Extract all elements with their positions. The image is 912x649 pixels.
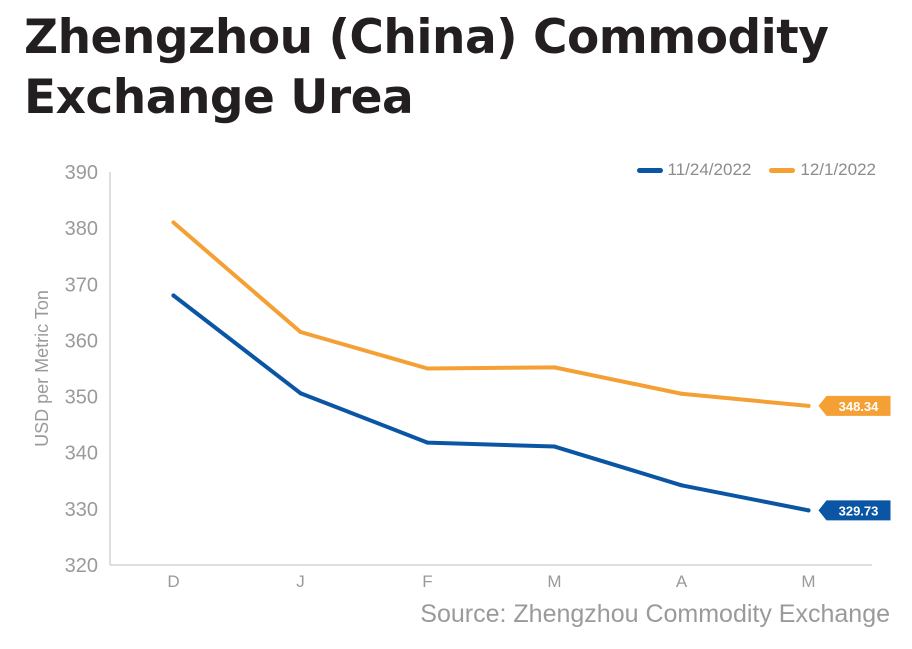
y-tick-label-2: 340 bbox=[65, 443, 98, 465]
series-1-point-0 bbox=[171, 293, 176, 298]
series-2-point-3 bbox=[552, 365, 557, 370]
series-2-end-label: 348.34 bbox=[839, 399, 880, 414]
series-1-end-label: 329.73 bbox=[839, 503, 879, 518]
legend: 11/24/2022 12/1/2022 bbox=[636, 160, 876, 180]
y-tick-label-0: 320 bbox=[65, 555, 98, 577]
series-2-end-badge bbox=[818, 395, 891, 416]
series-line-2 bbox=[171, 220, 811, 408]
legend-item-series-2: 12/1/2022 bbox=[769, 160, 876, 180]
series-2-point-4 bbox=[679, 391, 684, 396]
legend-swatch-series-2 bbox=[769, 167, 796, 173]
chart-title: Zhengzhou (China) Commodity Exchange Ure… bbox=[24, 10, 829, 125]
series-2-point-5 bbox=[806, 403, 811, 408]
y-tick-label-7: 390 bbox=[65, 162, 98, 184]
source-note: Source: Zhengzhou Commodity Exchange bbox=[420, 600, 890, 628]
y-tick-label-3: 350 bbox=[65, 387, 98, 409]
series-2-point-1 bbox=[298, 330, 303, 335]
y-tick-label-5: 370 bbox=[65, 274, 98, 296]
legend-item-series-1: 11/24/2022 bbox=[636, 160, 752, 180]
legend-swatch-series-1 bbox=[636, 167, 663, 173]
y-tick-label-1: 330 bbox=[65, 499, 98, 521]
y-tick-label-4: 360 bbox=[65, 330, 98, 352]
series-1-point-4 bbox=[679, 483, 684, 488]
series-1-point-5 bbox=[806, 508, 811, 513]
series-1-end-badge bbox=[818, 500, 891, 521]
x-tick-label-2: F bbox=[422, 572, 432, 591]
series-1-point-1 bbox=[298, 391, 303, 396]
x-tick-label-1: J bbox=[296, 572, 305, 591]
legend-label-series-2: 12/1/2022 bbox=[800, 160, 876, 179]
series-1-point-3 bbox=[552, 444, 557, 449]
series-2-point-0 bbox=[171, 220, 176, 225]
series-1-point-2 bbox=[425, 440, 430, 445]
x-tick-label-3: M bbox=[547, 572, 561, 591]
x-tick-label-5: M bbox=[801, 572, 815, 591]
x-tick-label-0: D bbox=[167, 572, 179, 591]
x-tick-label-4: A bbox=[676, 572, 688, 591]
y-axis-label: USD per Metric Ton bbox=[32, 290, 52, 447]
y-tick-label-6: 380 bbox=[65, 218, 98, 240]
legend-label-series-1: 11/24/2022 bbox=[667, 160, 752, 179]
series-2-point-2 bbox=[425, 366, 430, 371]
series-line-1 bbox=[171, 293, 811, 513]
